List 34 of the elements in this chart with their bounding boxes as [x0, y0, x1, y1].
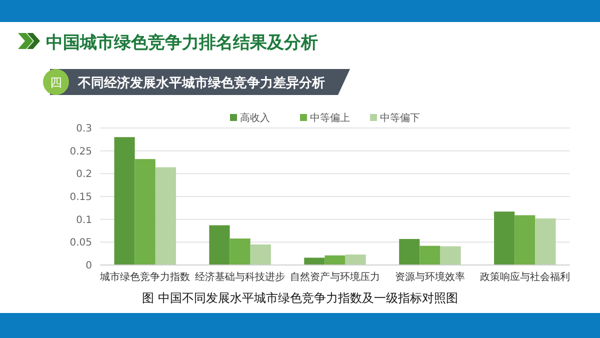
y-tick-label: 0.25 — [70, 146, 92, 158]
bar — [399, 238, 420, 265]
bar — [324, 255, 346, 265]
x-tick-label: 自然资产与环境压力 — [290, 271, 380, 283]
bar — [440, 246, 461, 265]
bar — [230, 238, 250, 265]
bar — [420, 246, 440, 265]
y-tick-label: 0.05 — [70, 238, 92, 249]
x-tick-label: 城市绿色竞争力指数 — [99, 271, 190, 283]
bar — [535, 218, 556, 265]
bar — [155, 167, 176, 265]
x-tick-label: 政策响应与社会福利 — [480, 271, 570, 283]
chart-title: 中国城市绿色竞争力排名结果及分析 — [46, 33, 318, 53]
bar — [209, 225, 230, 265]
legend-label: 高收入 — [240, 112, 270, 124]
y-tick-label: 0.1 — [76, 214, 92, 226]
y-tick-label: 0.3 — [76, 124, 92, 134]
bar — [304, 258, 325, 265]
chart-subtitle: 不同经济发展水平城市绿色竞争力差异分析 — [77, 75, 325, 91]
text: 图 中国不同发展水平城市绿色竞争力指数及一级指标对照图 — [142, 291, 458, 305]
bar — [250, 244, 271, 265]
y-tick-label: 0.2 — [76, 169, 92, 180]
bar — [345, 254, 366, 265]
y-tick-label: 0 — [86, 260, 92, 272]
bar — [134, 159, 156, 265]
text: 四 — [50, 76, 62, 90]
legend-label: 中等偏上 — [310, 112, 350, 124]
x-tick-label: 资源与环境效率 — [394, 271, 465, 283]
legend-label: 中等偏下 — [380, 112, 420, 124]
x-tick-label: 经济基础与科技进步 — [195, 271, 286, 283]
bar — [114, 137, 135, 265]
bar — [514, 215, 536, 265]
bar — [494, 212, 515, 265]
y-tick-label: 0.15 — [70, 192, 92, 203]
